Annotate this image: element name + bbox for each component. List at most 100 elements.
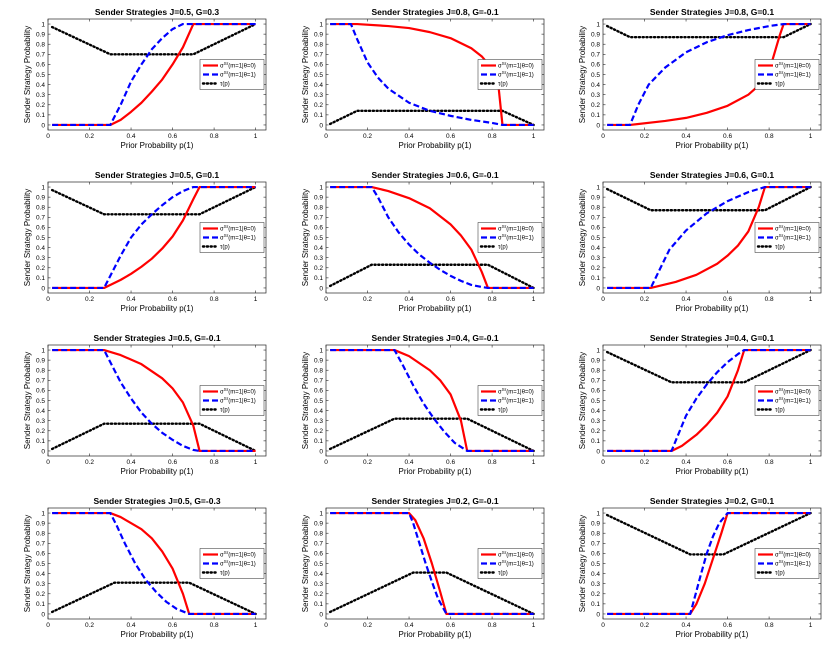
y-tick-label: 0 [596, 611, 600, 618]
y-tick-label: 0.4 [591, 408, 600, 415]
legend-label-tau: τ(p) [220, 571, 230, 577]
x-tick-label: 0.8 [765, 133, 774, 140]
y-axis-label: Sender Strategy Probability [301, 352, 310, 449]
x-axis-label: Prior Probability p(1) [676, 630, 749, 639]
x-tick-label: 0.6 [446, 622, 455, 629]
series-line-tau [50, 185, 257, 216]
y-axis-label: Sender Strategy Probability [23, 189, 32, 286]
y-axis-label: Sender Strategy Probability [23, 26, 32, 123]
x-tick-label: 0.8 [488, 133, 497, 140]
legend: σSr(m=1|θ=0)σSr(m=1|θ=1) τ(p) [477, 59, 543, 90]
y-tick-label: 0.8 [314, 368, 323, 375]
y-tick-label: 0.9 [591, 520, 600, 527]
y-tick-label: 0.9 [36, 31, 45, 38]
y-tick-label: 0.9 [591, 357, 600, 364]
legend-label-s0: σSr(m=1|θ=0) [775, 61, 811, 70]
x-tick-label: 0.2 [363, 133, 372, 140]
x-tick-label: 0.4 [127, 459, 136, 466]
legend-label-s1: σSr(m=1|θ=1) [775, 70, 811, 79]
y-tick-label: 0.9 [36, 520, 45, 527]
y-tick-label: 0.9 [314, 31, 323, 38]
series-line-s1 [52, 511, 256, 616]
y-tick-label: 0.1 [591, 112, 600, 119]
x-tick-label: 0.4 [127, 133, 136, 140]
y-tick-label: 0.2 [591, 591, 600, 598]
x-tick-label: 0.4 [682, 133, 691, 140]
x-axis-label: Prior Probability p(1) [121, 467, 194, 476]
y-tick-label: 0 [596, 448, 600, 455]
y-tick-label: 0.3 [591, 255, 600, 262]
y-tick-label: 0.2 [591, 265, 600, 272]
y-tick-label: 0.4 [314, 408, 323, 415]
panel-title: Sender Strategies J=0.4, G=-0.1 [371, 333, 498, 343]
y-tick-label: 0.7 [314, 378, 323, 385]
x-tick-label: 0.6 [446, 459, 455, 466]
chart-panel: Sender Strategies J=0.2, G=-0.1 0 0.2 0.4 0.… [301, 496, 545, 639]
x-tick-label: 0.8 [765, 296, 774, 303]
x-axis-label: Prior Probability p(1) [399, 304, 472, 313]
x-tick-label: 0.6 [168, 459, 177, 466]
y-tick-label: 0.7 [314, 52, 323, 59]
y-tick-label: 0.3 [314, 581, 323, 588]
legend-label-s1: σSr(m=1|θ=1) [220, 559, 256, 568]
y-tick-label: 0.5 [314, 561, 323, 568]
legend: σSr(m=1|θ=0)σSr(m=1|θ=1) τ(p) [754, 59, 820, 90]
series-line-s1 [607, 185, 811, 290]
legend-label-tau: τ(p) [498, 82, 508, 88]
legend-label-tau: τ(p) [775, 82, 785, 88]
y-tick-label: 0.5 [314, 235, 323, 242]
chart-panel: Sender Strategies J=0.8, G=-0.1 0 0.2 0.4 0.… [301, 7, 545, 150]
panel-title: Sender Strategies J=0.8, G=-0.1 [371, 7, 498, 17]
y-tick-label: 1 [319, 347, 323, 354]
x-tick-label: 1 [809, 622, 813, 629]
y-axis-label: Sender Strategy Probability [301, 189, 310, 286]
y-axis-label: Sender Strategy Probability [578, 515, 587, 612]
legend-label-s1: σSr(m=1|θ=1) [220, 396, 256, 405]
legend: σSr(m=1|θ=0)σSr(m=1|θ=1) τ(p) [477, 385, 543, 416]
y-tick-label: 0.8 [36, 42, 45, 49]
y-tick-label: 0.6 [36, 388, 45, 395]
x-tick-label: 0.8 [210, 133, 219, 140]
y-tick-label: 0.8 [36, 368, 45, 375]
x-tick-label: 0 [601, 133, 605, 140]
y-tick-label: 0.7 [36, 215, 45, 222]
x-tick-label: 0.2 [640, 622, 649, 629]
y-tick-label: 0.6 [314, 388, 323, 395]
y-tick-label: 1 [41, 347, 45, 354]
x-tick-label: 1 [809, 133, 813, 140]
y-tick-label: 0.7 [591, 52, 600, 59]
y-tick-label: 0.4 [36, 408, 45, 415]
legend-label-tau: τ(p) [775, 571, 785, 577]
y-axis-label: Sender Strategy Probability [301, 26, 310, 123]
legend: σSr(m=1|θ=0)σSr(m=1|θ=1) τ(p) [199, 385, 265, 416]
y-axis-label: Sender Strategy Probability [578, 189, 587, 286]
x-tick-label: 0.4 [405, 296, 414, 303]
y-tick-label: 0.2 [36, 591, 45, 598]
x-tick-label: 0 [46, 622, 50, 629]
y-axis-label: Sender Strategy Probability [23, 515, 32, 612]
series-line-tau [605, 348, 812, 384]
y-tick-label: 0.4 [591, 571, 600, 578]
y-axis-label: Sender Strategy Probability [23, 352, 32, 449]
legend-label-tau: τ(p) [498, 245, 508, 251]
x-tick-label: 0.8 [210, 296, 219, 303]
y-tick-label: 0.6 [591, 62, 600, 69]
panel-title: Sender Strategies J=0.4, G=0.1 [650, 333, 775, 343]
y-tick-label: 0.9 [314, 520, 323, 527]
chart-panel: Sender Strategies J=0.5, G=0.3 0 0.2 0.4 0.6… [23, 7, 267, 150]
legend-label-s0: σSr(m=1|θ=0) [220, 550, 256, 559]
x-tick-label: 1 [532, 296, 536, 303]
series-line-s0 [52, 511, 256, 616]
y-tick-label: 0.4 [314, 245, 323, 252]
legend-label-tau: τ(p) [498, 571, 508, 577]
chart-panel: Sender Strategies J=0.4, G=-0.1 0 0.2 0.4 0.… [301, 333, 545, 476]
x-tick-label: 0.4 [127, 296, 136, 303]
y-tick-label: 1 [41, 510, 45, 517]
legend-label-tau: τ(p) [775, 408, 785, 414]
y-tick-label: 0.5 [314, 398, 323, 405]
y-tick-label: 0.1 [314, 275, 323, 282]
y-tick-label: 0.9 [314, 357, 323, 364]
y-tick-label: 0.3 [314, 92, 323, 99]
x-tick-label: 0 [324, 459, 328, 466]
y-tick-label: 0.8 [314, 205, 323, 212]
